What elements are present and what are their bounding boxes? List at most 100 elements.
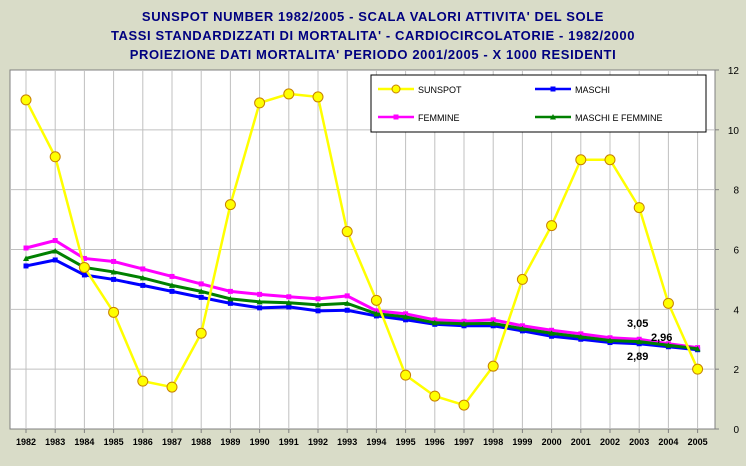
x-axis: 1982 1983 1984 1985 1986 1987 1988 1989 1990 1991… [16, 429, 708, 447]
point-femmine [286, 294, 292, 300]
x-tick-label: 1993 [337, 437, 357, 447]
point-maschi-e-femmine [344, 300, 351, 306]
point-maschi [111, 276, 117, 282]
y-tick-label: 2 [733, 365, 739, 376]
point-sunspot [458, 399, 470, 411]
point-maschi [140, 282, 146, 288]
point-maschi-e-femmine [315, 301, 321, 308]
x-tick-label: 1996 [425, 437, 445, 447]
point-maschi-e-femmine [256, 298, 263, 305]
data-label-1: 2,96 [651, 332, 672, 344]
legend-marker-femmine [393, 114, 399, 120]
point-femmine [198, 281, 204, 287]
point-maschi [52, 257, 58, 263]
x-tick-label: 1982 [16, 437, 36, 447]
legend-label-maschi: MASCHI [575, 85, 610, 95]
y-tick-label: 6 [733, 246, 739, 257]
point-maschi-e-femmine [577, 333, 584, 340]
x-tick-label: 1990 [250, 437, 270, 447]
chart-title-line-1: SUNSPOT NUMBER 1982/2005 - SCALA VALORI … [141, 9, 605, 24]
point-sunspot [78, 261, 90, 273]
point-femmine [23, 245, 29, 251]
series-line-maschi [25, 258, 698, 352]
point-sunspot [195, 327, 207, 339]
x-tick-label: 1986 [133, 437, 153, 447]
series-line-maschi-e-femmine [25, 249, 698, 351]
point-femmine [111, 258, 117, 264]
point-maschi-e-femmine [139, 274, 146, 281]
point-maschi [257, 305, 263, 311]
point-sunspot [137, 375, 149, 387]
legend-label-sunspot: SUNSPOT [418, 85, 462, 95]
legend-marker-maschi-e-femmine [550, 114, 556, 120]
point-maschi-e-femmine [665, 342, 672, 348]
x-tick-label: 1985 [104, 437, 124, 447]
x-tick-label: 1992 [308, 437, 328, 447]
point-sunspot [20, 94, 32, 106]
point-maschi-e-femmine [23, 255, 29, 261]
gridlines [10, 70, 715, 429]
point-femmine [344, 293, 350, 299]
point-maschi-e-femmine [285, 299, 292, 306]
point-maschi [198, 294, 204, 300]
point-sunspot [283, 88, 295, 100]
x-tick-label: 2004 [658, 437, 678, 447]
point-maschi-e-femmine [198, 288, 205, 294]
point-maschi-e-femmine [461, 320, 467, 327]
y-tick-label: 4 [733, 305, 739, 316]
point-maschi-e-femmine [402, 313, 409, 320]
point-maschi-e-femmine [548, 330, 555, 336]
point-sunspot [341, 226, 353, 238]
point-sunspot [224, 199, 236, 211]
point-sunspot [546, 220, 558, 232]
x-tick-label: 1991 [279, 437, 299, 447]
x-tick-label: 2003 [629, 437, 649, 447]
point-femmine [257, 291, 263, 297]
point-maschi-e-femmine [636, 338, 643, 345]
point-maschi [169, 288, 175, 294]
y-tick-label: 10 [728, 126, 740, 137]
point-sunspot [254, 97, 266, 109]
point-maschi [227, 300, 233, 306]
point-sunspot [692, 363, 704, 375]
series-line-femmine [25, 238, 698, 350]
point-maschi [23, 263, 29, 269]
x-tick-label: 1984 [74, 437, 94, 447]
point-maschi-e-femmine [52, 247, 59, 254]
point-sunspot [108, 306, 120, 318]
chart-title-line-2: TASSI STANDARDIZZATI DI MORTALITA' - CAR… [110, 28, 636, 43]
point-sunspot [400, 369, 412, 381]
y-tick-label: 8 [733, 186, 739, 197]
point-sunspot [604, 154, 616, 166]
legend-marker-sunspot [391, 84, 401, 94]
point-sunspot [312, 91, 324, 103]
point-sunspot [662, 297, 674, 309]
point-maschi-e-femmine [373, 310, 380, 317]
y-axis: 0 2 4 6 8 10 12 [715, 66, 739, 436]
point-sunspot [166, 381, 178, 393]
point-maschi [403, 317, 409, 323]
x-tick-label: 1988 [191, 437, 211, 447]
x-tick-label: 1983 [45, 437, 65, 447]
data-label-2: 2,89 [627, 351, 648, 363]
x-tick-label: 1999 [512, 437, 532, 447]
point-maschi-e-femmine [607, 337, 613, 343]
x-tick-label: 1995 [396, 437, 416, 447]
point-maschi-e-femmine [169, 282, 175, 288]
x-tick-label: 1994 [366, 437, 386, 447]
point-sunspot [487, 360, 499, 372]
point-femmine [140, 266, 146, 272]
x-tick-label: 1987 [162, 437, 182, 447]
point-maschi-e-femmine [110, 268, 117, 275]
point-maschi [315, 308, 321, 314]
point-femmine [169, 273, 175, 279]
point-femmine [490, 317, 496, 323]
series-group [20, 88, 704, 411]
x-tick-label: 2001 [571, 437, 591, 447]
x-tick-label: 1997 [454, 437, 474, 447]
y-tick-label: 12 [728, 66, 740, 77]
point-sunspot [370, 294, 382, 306]
point-sunspot [633, 202, 645, 214]
